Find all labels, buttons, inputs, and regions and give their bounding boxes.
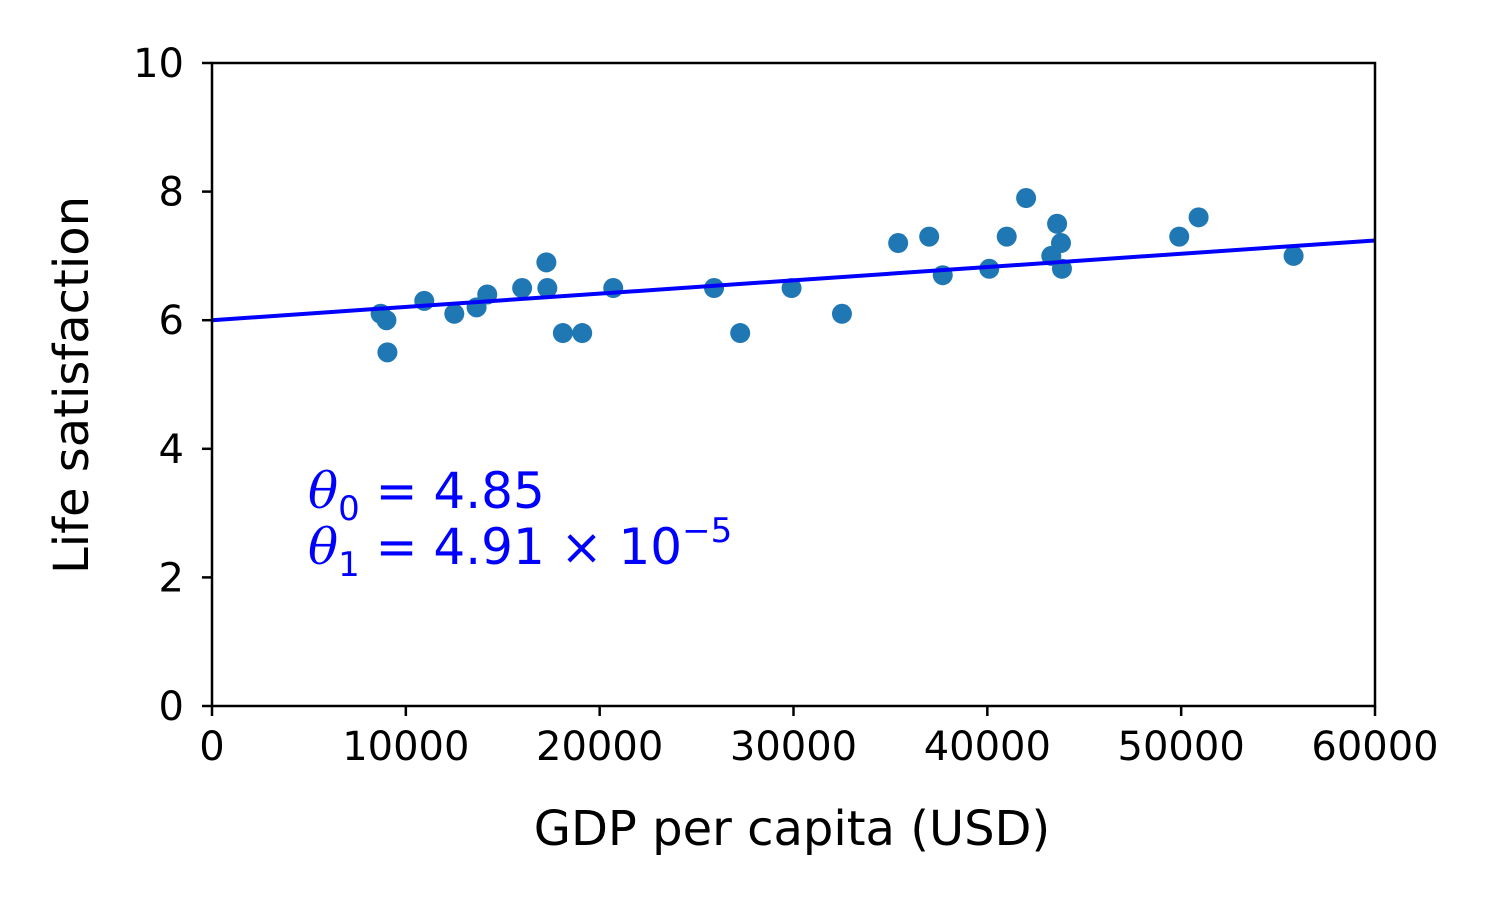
theta0-value: = 4.85 (360, 462, 545, 520)
data-point (1047, 213, 1068, 234)
data-point (1050, 233, 1071, 254)
data-point (996, 226, 1017, 247)
data-point (730, 323, 751, 344)
data-point (831, 303, 852, 324)
theta1-value: = 4.91 × 10 (360, 518, 682, 576)
data-point (888, 233, 909, 254)
theta0-subscript: 0 (338, 489, 360, 529)
data-point (1283, 245, 1304, 266)
data-point (376, 310, 397, 331)
theta0-annotation: θ0 = 4.85 (308, 462, 545, 529)
x-tick-label: 30000 (730, 724, 857, 770)
x-axis-label: GDP per capita (USD) (534, 801, 1050, 857)
y-axis: 0 2 4 6 8 10 (133, 41, 212, 730)
y-tick-label: 6 (159, 298, 184, 344)
data-point (704, 278, 725, 299)
data-point (377, 342, 398, 363)
theta1-symbol: θ (308, 518, 338, 576)
plot-frame (210, 61, 1377, 708)
theta0-symbol: θ (308, 462, 338, 520)
x-tick-label: 40000 (924, 724, 1051, 770)
y-tick-label: 2 (159, 555, 184, 601)
data-point (444, 303, 465, 324)
data-point (552, 323, 573, 344)
data-point (1169, 226, 1190, 247)
x-tick-label: 0 (199, 724, 224, 770)
y-tick-label: 4 (159, 427, 184, 473)
data-point (572, 323, 593, 344)
data-point (781, 278, 802, 299)
theta1-exponent: −5 (682, 511, 732, 551)
data-point (1188, 207, 1209, 228)
theta1-annotation: θ1 = 4.91 × 10−5 (308, 511, 732, 585)
data-point (537, 278, 558, 299)
scatter-points (370, 188, 1304, 363)
x-tick-label: 50000 (1118, 724, 1245, 770)
fit-line (211, 238, 1376, 323)
y-tick-label: 10 (133, 41, 184, 87)
y-tick-label: 8 (159, 170, 184, 216)
theta1-subscript: 1 (338, 545, 360, 585)
x-tick-label: 20000 (536, 724, 663, 770)
x-tick-label: 60000 (1311, 724, 1438, 770)
data-point (919, 226, 940, 247)
y-axis-label: Life satisfaction (44, 196, 100, 574)
x-axis: 0 10000 20000 30000 40000 50000 60000 (199, 706, 1439, 770)
data-point (512, 278, 533, 299)
parameter-annotations: θ0 = 4.85 θ1 = 4.91 × 10−5 (308, 462, 732, 585)
x-tick-label: 10000 (342, 724, 469, 770)
data-point (1016, 188, 1037, 209)
y-tick-label: 0 (159, 684, 184, 730)
data-point (536, 252, 557, 273)
